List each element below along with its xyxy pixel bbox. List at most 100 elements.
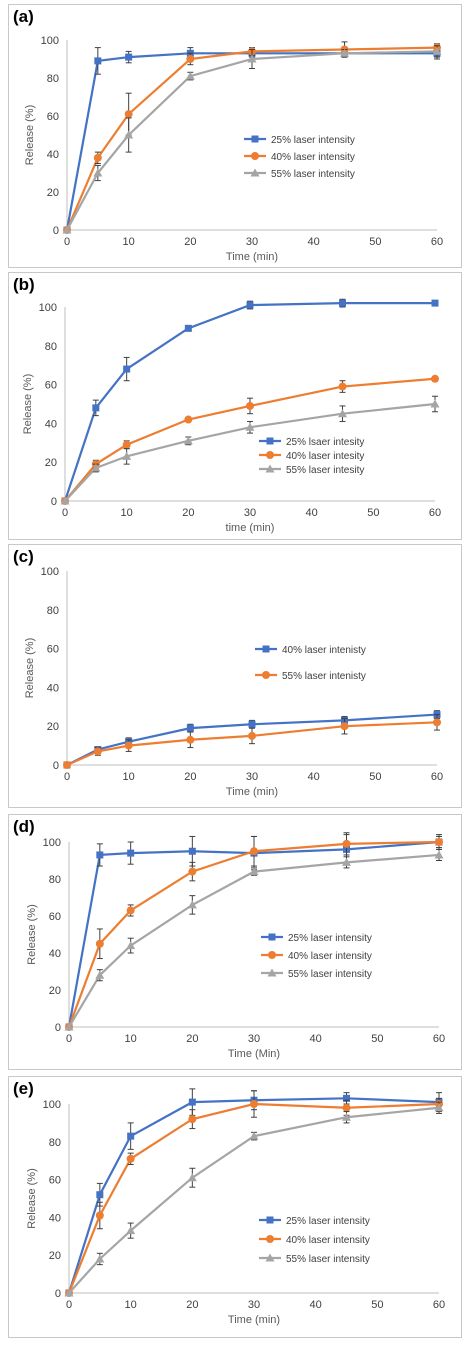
x-tick-label: 30: [246, 236, 258, 248]
legend: 25% lsaer intesity 40% laser intesity 55% …: [259, 437, 364, 476]
legend-label: 25% laser intensity: [288, 933, 372, 944]
data-point: [248, 720, 256, 728]
y-tick-label: 20: [47, 721, 59, 733]
series-0: [65, 1088, 443, 1297]
y-tick-label: 80: [47, 605, 59, 617]
x-tick-label: 0: [66, 1299, 72, 1311]
data-point: [432, 46, 442, 55]
x-tick-label: 10: [123, 771, 135, 783]
x-tick-label: 50: [371, 1033, 383, 1045]
chart-b: 0 20 40 60 80 100 0 10 20 30 40 50 60 time (min) Relea…: [22, 298, 441, 534]
data-point: [343, 1094, 350, 1102]
y-tick-label: 0: [51, 496, 57, 508]
x-tick-label: 30: [244, 507, 256, 519]
y-tick-label: 40: [45, 418, 57, 430]
series-1: [63, 714, 441, 769]
x-tick-label: 50: [369, 771, 381, 783]
y-tick-label: 80: [49, 874, 61, 886]
x-tick-label: 40: [310, 1033, 322, 1045]
y-tick-label: 40: [47, 149, 59, 161]
data-point: [124, 130, 134, 139]
x-tick-label: 10: [123, 236, 135, 248]
series-2: [60, 395, 440, 505]
data-point: [433, 718, 441, 727]
data-point: [126, 1226, 136, 1235]
chart-panel-b: 0 20 40 60 80 100 0 10 20 30 40 50 60 time (min) Relea…: [8, 272, 462, 540]
panel-label: (a): [13, 7, 34, 26]
panel-label: (e): [13, 1079, 34, 1098]
series-2: [64, 848, 444, 1031]
y-tick-label: 20: [45, 457, 57, 469]
data-point: [250, 1100, 258, 1108]
data-point: [435, 838, 443, 846]
legend: 40% laser intenisty 55% laser intenisty: [255, 645, 366, 682]
data-point: [342, 839, 351, 848]
data-point: [185, 71, 195, 80]
data-point: [188, 867, 197, 876]
x-tick-label: 60: [431, 236, 443, 248]
y-axis-label: Release (%): [26, 1168, 38, 1229]
x-tick-label: 20: [186, 1299, 198, 1311]
x-axis-label: Time (min): [228, 1314, 280, 1326]
data-point: [62, 225, 72, 234]
chart-panel-d: 0 20 40 60 80 100 0 10 20 30 40 50 60 Time (Min) Relea…: [8, 814, 462, 1070]
data-point: [125, 53, 133, 61]
series-2: [62, 45, 442, 234]
y-tick-label: 0: [53, 225, 59, 237]
chart-d: 0 20 40 60 80 100 0 10 20 30 40 50 60 Time (Min) Relea…: [26, 832, 445, 1060]
data-point: [187, 1173, 197, 1182]
data-point: [246, 401, 254, 410]
data-point: [431, 299, 439, 307]
x-tick-label: 10: [125, 1033, 137, 1045]
data-point: [64, 1022, 74, 1031]
series-0: [61, 298, 439, 505]
panel-label: (d): [13, 817, 35, 836]
data-point: [265, 1253, 275, 1262]
x-axis-label: Time (min): [226, 786, 278, 798]
series-line: [64, 402, 436, 502]
data-point: [93, 153, 102, 162]
data-point: [266, 1216, 274, 1224]
data-point: [93, 168, 103, 177]
y-tick-label: 20: [47, 187, 59, 199]
x-tick-label: 60: [433, 1033, 445, 1045]
data-point: [262, 671, 270, 679]
data-point: [434, 1103, 444, 1112]
panel-label: (b): [13, 275, 35, 294]
legend-label: 55% laser intensity: [288, 969, 372, 980]
x-tick-label: 50: [369, 236, 381, 248]
data-point: [246, 301, 254, 309]
series-line: [64, 377, 436, 502]
panel-label: (c): [13, 547, 34, 566]
legend-label: 55% laser intenisty: [282, 671, 366, 682]
y-axis-label: Release (%): [26, 904, 38, 965]
x-tick-label: 60: [431, 771, 443, 783]
y-tick-label: 100: [39, 302, 57, 314]
y-tick-label: 40: [49, 948, 61, 960]
data-point: [184, 415, 193, 424]
data-point: [122, 451, 132, 460]
y-tick-label: 40: [49, 1212, 61, 1224]
data-point: [267, 968, 277, 977]
series-1: [61, 374, 439, 505]
x-tick-label: 0: [64, 236, 70, 248]
chart-a: 0 20 40 60 80 100 0 10 20 30 40 50 60 Time (min) Relea…: [24, 35, 443, 263]
data-point: [95, 970, 105, 979]
data-point: [248, 731, 256, 740]
data-point: [251, 135, 259, 143]
x-tick-label: 30: [248, 1299, 260, 1311]
x-tick-label: 30: [246, 771, 258, 783]
data-point: [186, 55, 195, 63]
y-tick-label: 0: [55, 1022, 61, 1034]
y-tick-label: 100: [43, 837, 61, 849]
data-point: [122, 440, 131, 449]
y-tick-label: 100: [41, 566, 59, 578]
legend-label: 40% laser intesity: [286, 451, 364, 462]
data-point: [126, 941, 136, 950]
legend-label: 55% laser intensity: [286, 1254, 370, 1265]
data-point: [339, 299, 346, 307]
x-tick-label: 0: [62, 507, 68, 519]
data-point: [251, 152, 259, 160]
data-point: [268, 951, 276, 959]
x-tick-label: 30: [248, 1033, 260, 1045]
